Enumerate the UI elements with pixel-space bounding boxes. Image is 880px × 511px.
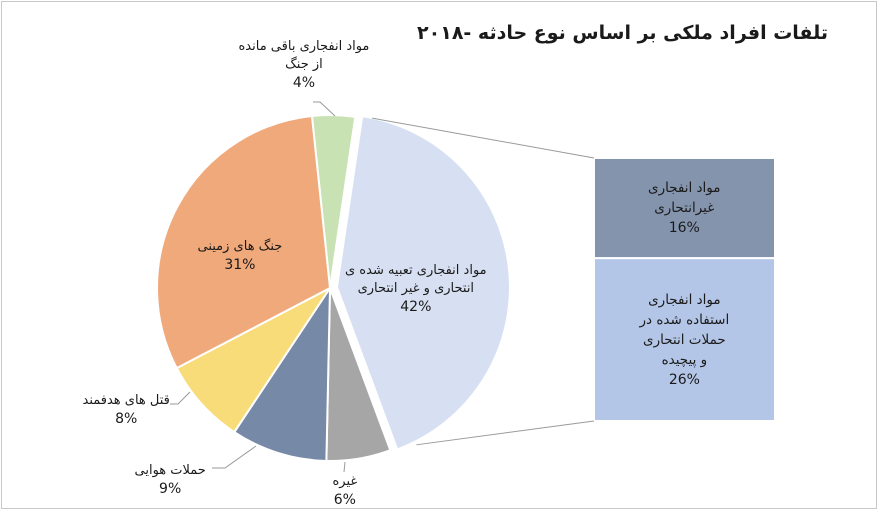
- pie-slice-air: [232, 284, 332, 462]
- slice-label-air: حملات هوایی 9%: [135, 462, 206, 498]
- slice-label-ied-line: مواد انفجاری تعبیه شده ی: [345, 263, 487, 278]
- slice-label-ied-value: 42%: [400, 299, 432, 315]
- slice-label-other-value: 6%: [333, 492, 356, 508]
- breakdown-label-non_suicide: مواد انفجاری غیرانتحاری 16%: [648, 178, 721, 238]
- leader-line-targeted: [170, 391, 191, 405]
- leader-line-uxo: [313, 101, 336, 117]
- slice-label-ied: مواد انفجاری تعبیه شده ی انتحاری و غیر ان…: [345, 262, 487, 316]
- pie-slice-ied: [335, 114, 511, 451]
- slice-label-other-line: غیره: [332, 474, 358, 489]
- slice-label-ied-line: انتحاری و غیر انتحاری: [357, 281, 475, 296]
- leader-line-air: [212, 445, 257, 469]
- breakdown-label-complex: مواد انفجاری استفاده شده در حملات انتحاری و…: [640, 290, 730, 390]
- pie-slice-ground: [156, 114, 332, 370]
- connector-line-bottom: [416, 420, 595, 446]
- slice-label-other: غیره 6%: [333, 473, 358, 509]
- slice-label-ground-line: جنگ های زمینی: [197, 239, 283, 254]
- breakdown-label-non_suicide-value: 16%: [668, 220, 700, 237]
- slice-label-targeted-value: 8%: [115, 411, 138, 427]
- breakdown-box-complex: [593, 257, 776, 423]
- breakdown-label-complex-value: 26%: [668, 371, 700, 388]
- slice-label-uxo-value: 4%: [292, 75, 316, 91]
- breakdown-label-complex-line: مواد انفجاری: [648, 291, 721, 308]
- slice-label-uxo: مواد انفجاری باقی مانده از جنگ 4%: [239, 38, 370, 92]
- slice-label-uxo-line: از جنگ: [285, 57, 323, 72]
- breakdown-label-non_suicide-line: مواد انفجاری: [648, 180, 721, 197]
- slice-label-air-value: 9%: [159, 481, 182, 497]
- chart-title: تلفات افراد ملکی بر اساس نوع حادثه -۲۰۱۸: [417, 22, 828, 44]
- slice-label-uxo-line: مواد انفجاری باقی مانده: [238, 39, 370, 54]
- slice-label-targeted: قتل های هدفمند 8%: [83, 392, 170, 428]
- connector-line-top: [372, 117, 595, 159]
- slice-label-ground: جنگ های زمینی 31%: [198, 238, 283, 274]
- breakdown-label-complex-line: استفاده شده در: [639, 311, 730, 328]
- leader-line-other: [343, 461, 346, 473]
- slice-label-air-line: حملات هوایی: [134, 463, 206, 478]
- breakdown-label-non_suicide-line: غیرانتحاری: [654, 200, 715, 217]
- slice-label-targeted-line: قتل های هدفمند: [82, 393, 170, 408]
- breakdown-label-complex-line: حملات انتحاری: [643, 331, 726, 348]
- slice-label-ground-value: 31%: [224, 257, 256, 273]
- breakdown-label-complex-line: و پیچیده: [661, 351, 708, 368]
